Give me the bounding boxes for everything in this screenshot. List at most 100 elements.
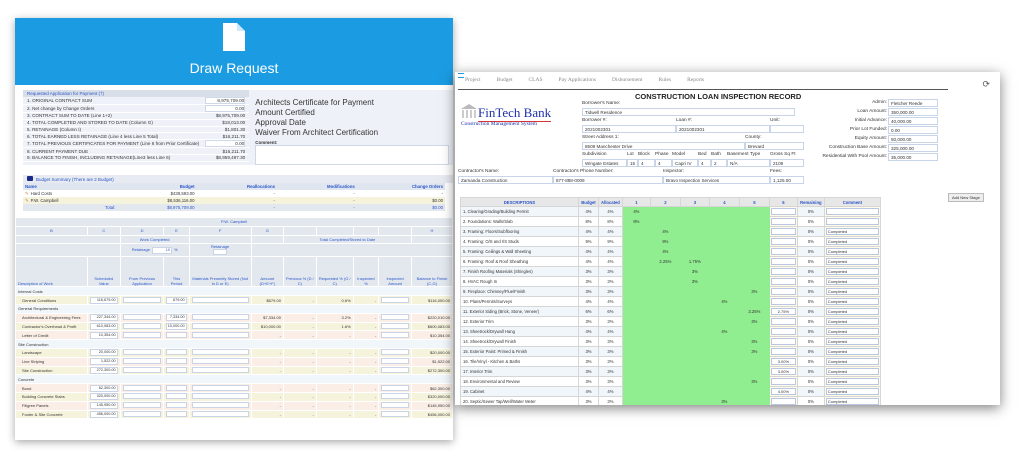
nav-project[interactable]: Project bbox=[465, 77, 481, 83]
edit-icon[interactable]: ✎ bbox=[25, 197, 29, 203]
amount-input[interactable] bbox=[166, 349, 187, 356]
summary-value-field[interactable]: Fletcher Reede bbox=[888, 99, 938, 107]
property-field[interactable]: Wingate Estates bbox=[582, 159, 627, 167]
county-field[interactable]: Brevard bbox=[745, 142, 804, 150]
stage-6-input[interactable] bbox=[770, 328, 796, 336]
amount-input[interactable] bbox=[166, 366, 187, 373]
amount-input[interactable] bbox=[166, 358, 187, 365]
amount-input[interactable]: 145,950.00 bbox=[90, 402, 118, 410]
retainage-input[interactable]: 10 bbox=[151, 246, 172, 254]
comment-input[interactable]: Completed bbox=[825, 398, 879, 405]
retainage-input-2[interactable] bbox=[213, 249, 228, 256]
refresh-icon[interactable]: ⟳ bbox=[982, 79, 990, 89]
nav-clas[interactable]: CLAS bbox=[528, 77, 543, 83]
comment-input[interactable]: Completed bbox=[825, 288, 879, 296]
comment-input[interactable]: Completed bbox=[825, 388, 879, 396]
comment-input[interactable]: Completed bbox=[825, 338, 879, 346]
amount-input[interactable] bbox=[191, 349, 249, 356]
stage-6-input[interactable]: 3.00% bbox=[770, 358, 796, 366]
stage-6-input[interactable] bbox=[770, 378, 796, 386]
comment-input[interactable]: Completed bbox=[825, 248, 879, 256]
property-field[interactable]: 15 bbox=[627, 159, 638, 167]
summary-value-field[interactable]: 325,000.00 bbox=[888, 144, 938, 152]
comment-input[interactable]: Completed bbox=[825, 378, 879, 386]
amount-input[interactable]: 272,300.00 bbox=[90, 366, 118, 374]
amount-input[interactable]: 227,344.00 bbox=[90, 314, 118, 322]
amount-input[interactable]: 679.00 bbox=[166, 296, 187, 304]
inspected-amount-input[interactable] bbox=[381, 358, 409, 365]
comment-input[interactable] bbox=[825, 218, 879, 226]
budget-summary-header[interactable]: Budget Summary (There are 2 Budget) bbox=[36, 177, 114, 182]
inspected-amount-input[interactable] bbox=[381, 393, 409, 400]
comment-input[interactable]: Completed bbox=[825, 238, 879, 246]
comment-input[interactable] bbox=[825, 208, 879, 216]
comment-input[interactable]: Completed bbox=[825, 268, 879, 276]
comment-input[interactable]: Completed bbox=[825, 308, 879, 316]
contractor-field[interactable]: Zamanda Construction bbox=[458, 176, 553, 184]
inspected-amount-input[interactable] bbox=[381, 349, 409, 356]
summary-value-field[interactable]: 0.00 bbox=[888, 126, 938, 134]
stage-6-input[interactable] bbox=[770, 278, 796, 286]
stage-6-input[interactable] bbox=[770, 398, 796, 405]
comment-input[interactable]: Completed bbox=[825, 298, 879, 306]
amount-input[interactable] bbox=[191, 393, 249, 400]
amount-input[interactable]: 20,000.00 bbox=[90, 349, 118, 357]
fees-field[interactable]: 1,125.00 bbox=[770, 176, 804, 184]
comment-input[interactable]: Completed bbox=[825, 368, 879, 376]
stage-6-input[interactable] bbox=[770, 338, 796, 346]
property-field[interactable]: 2 bbox=[711, 159, 727, 167]
comment-input[interactable]: Completed bbox=[825, 278, 879, 286]
amount-input[interactable] bbox=[166, 410, 187, 417]
amount-input[interactable] bbox=[122, 331, 162, 338]
amount-input[interactable] bbox=[166, 402, 187, 409]
inspected-amount-input[interactable] bbox=[381, 296, 409, 303]
amount-input[interactable]: 10,000.00 bbox=[166, 322, 187, 330]
borrower-number-field[interactable]: 2021002301 bbox=[582, 125, 676, 133]
inspected-amount-input[interactable] bbox=[381, 331, 409, 338]
amount-input[interactable]: 1,522.00 bbox=[90, 358, 118, 366]
application-header[interactable]: Requested Application for Payment (†) bbox=[23, 90, 250, 97]
nav-pay-applications[interactable]: Pay Applications bbox=[558, 77, 596, 83]
inspected-amount-input[interactable] bbox=[381, 384, 409, 391]
comment-input[interactable]: Completed bbox=[825, 228, 879, 236]
amount-input[interactable] bbox=[191, 410, 249, 417]
stage-6-input[interactable]: 3.00% bbox=[770, 368, 796, 376]
summary-value-field[interactable]: 350,000.00 bbox=[888, 108, 938, 116]
comment-input[interactable]: Completed bbox=[825, 258, 879, 266]
amount-input[interactable]: 610,083.00 bbox=[90, 322, 118, 330]
unit-field[interactable] bbox=[770, 125, 804, 133]
property-field[interactable]: Capri IV bbox=[672, 159, 698, 167]
stage-6-input[interactable] bbox=[770, 288, 796, 296]
stage-6-input[interactable]: 2.75% bbox=[770, 308, 796, 316]
amount-input[interactable] bbox=[191, 366, 249, 373]
amount-input[interactable] bbox=[122, 296, 162, 303]
comment-input[interactable]: Completed bbox=[825, 318, 879, 326]
amount-input[interactable] bbox=[191, 384, 249, 391]
amount-input[interactable] bbox=[122, 322, 162, 329]
line-value[interactable]: 0.00 bbox=[205, 140, 246, 148]
amount-input[interactable] bbox=[191, 358, 249, 365]
amount-input[interactable] bbox=[191, 314, 249, 321]
amount-input[interactable] bbox=[191, 331, 249, 338]
property-field[interactable]: 4 bbox=[638, 159, 655, 167]
amount-input[interactable] bbox=[122, 410, 162, 417]
inspected-amount-input[interactable] bbox=[381, 322, 409, 329]
inspected-amount-input[interactable] bbox=[381, 314, 409, 321]
stage-6-input[interactable] bbox=[770, 258, 796, 266]
amount-input[interactable]: 7,334.00 bbox=[166, 314, 187, 322]
amount-input[interactable]: 456,000.00 bbox=[90, 410, 118, 418]
amount-input[interactable] bbox=[122, 366, 162, 373]
amount-input[interactable]: 62,300.00 bbox=[90, 384, 118, 392]
amount-input[interactable] bbox=[166, 393, 187, 400]
stage-6-input[interactable] bbox=[770, 268, 796, 276]
menu-icon[interactable] bbox=[458, 73, 464, 78]
street-address-field[interactable]: 8509 Manchester Drive bbox=[582, 142, 745, 150]
amount-input[interactable] bbox=[166, 384, 187, 391]
property-field[interactable]: N/A bbox=[727, 159, 770, 167]
line-value[interactable]: 8,975,709.00 bbox=[205, 97, 246, 104]
property-field[interactable]: 4 bbox=[698, 159, 711, 167]
stage-6-input[interactable] bbox=[770, 348, 796, 356]
stage-6-input[interactable] bbox=[770, 248, 796, 256]
stage-6-input[interactable] bbox=[770, 298, 796, 306]
amount-input[interactable] bbox=[191, 296, 249, 303]
